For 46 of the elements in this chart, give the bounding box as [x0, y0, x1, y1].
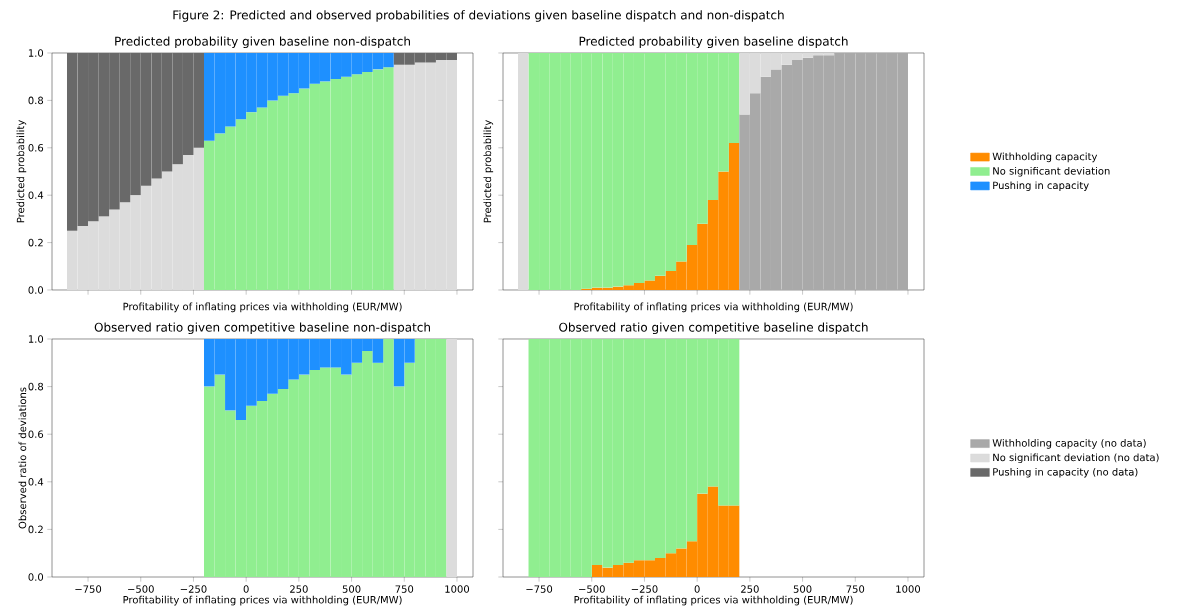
x-axis-title: Profitability of inflating prices via withholding (EUR/MW) — [123, 595, 402, 606]
x-tick-label: −750 — [526, 585, 553, 593]
x-tick-label: 250 — [290, 585, 308, 593]
y-axis-title: Predicted probability — [16, 120, 27, 223]
x-tick-label: 250 — [741, 585, 759, 593]
chart-title: Observed ratio given competitive baseline non-dispatch — [94, 322, 430, 335]
x-axis-title: Profitability of inflating prices via withholding (EUR/MW) — [123, 302, 402, 313]
caption: Figure 2: Predicted and observed probabilities of deviations given baseline dispatch and non-dispatch — [173, 10, 784, 22]
x-tick-label: 0 — [243, 585, 249, 593]
y-tick-label: 0.4 — [28, 191, 44, 199]
chart-title: Predicted probability given baseline dispatch — [579, 36, 848, 49]
x-tick-label: 500 — [342, 585, 361, 593]
y-tick-label: 0.0 — [28, 286, 44, 294]
x-tick-label: 1000 — [445, 585, 470, 593]
legend-label: No significant deviation — [993, 166, 1110, 177]
legend-label: Withholding capacity — [992, 152, 1098, 163]
y-tick-label: 0.6 — [28, 144, 44, 152]
y-axis-title: Observed ratio of deviations — [18, 387, 27, 529]
x-tick-label: 750 — [846, 585, 865, 593]
y-tick-label: 0.2 — [28, 238, 43, 247]
legend-label: No significant deviation (no data) — [993, 453, 1159, 464]
x-tick-label: −500 — [579, 585, 605, 593]
x-tick-label: 1000 — [896, 585, 921, 593]
x-tick-label: 0 — [694, 585, 700, 593]
y-tick-label: 0.0 — [28, 573, 44, 581]
y-tick-label: 0.8 — [28, 96, 44, 105]
x-axis-title: Profitability of inflating prices via withholding (EUR/MW) — [574, 302, 853, 313]
x-tick-label: 750 — [395, 585, 414, 593]
y-tick-label: 0.2 — [28, 525, 43, 534]
chart-title: Predicted probability given baseline non-dispatch — [115, 36, 410, 49]
y-tick-label: 1.0 — [28, 49, 44, 57]
y-tick-label: 0.8 — [28, 382, 44, 391]
x-axis-title: Profitability of inflating prices via withholding (EUR/MW) — [574, 595, 853, 606]
legend-label: Pushing in capacity — [993, 181, 1089, 192]
y-tick-label: 0.4 — [28, 478, 44, 486]
x-tick-label: −250 — [631, 585, 658, 593]
y-tick-label: 1.0 — [28, 335, 44, 343]
legend-label: Pushing in capacity (no data) — [993, 467, 1138, 478]
chart-title: Observed ratio given competitive baseline dispatch — [559, 322, 868, 335]
x-tick-label: −750 — [75, 585, 102, 593]
legend-label: Withholding capacity (no data) — [992, 439, 1146, 449]
x-tick-label: −500 — [128, 585, 154, 593]
x-tick-label: 500 — [793, 585, 812, 593]
x-tick-label: −250 — [180, 585, 207, 593]
y-tick-label: 0.6 — [28, 430, 44, 438]
y-axis-title: Predicted probability — [483, 120, 494, 223]
